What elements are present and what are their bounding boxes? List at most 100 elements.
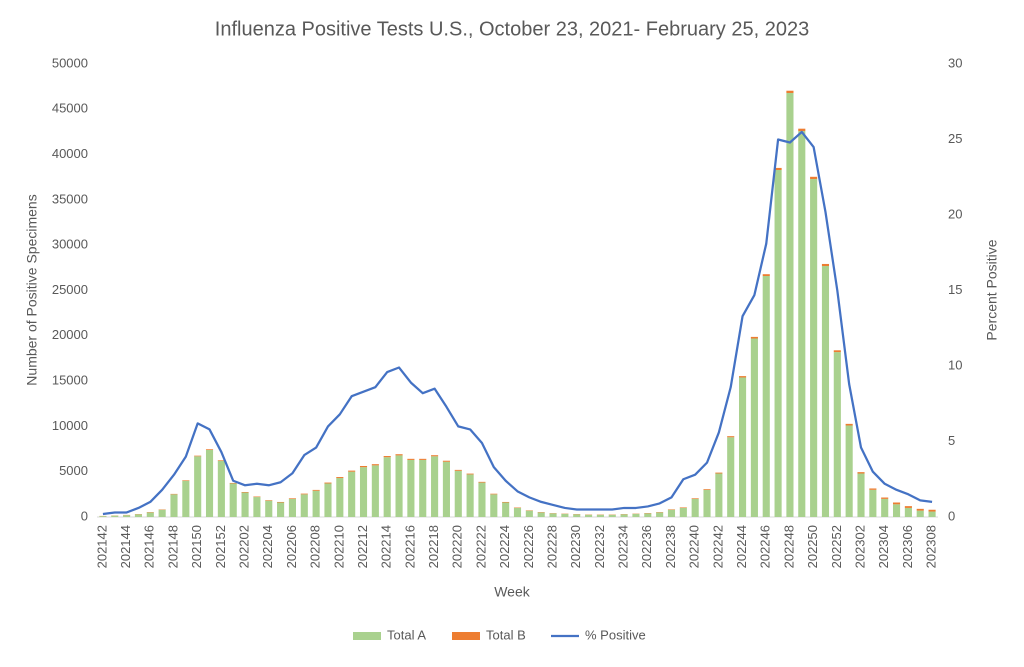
bar — [905, 508, 912, 517]
bar — [159, 510, 166, 517]
bar — [277, 503, 284, 517]
bar — [739, 376, 746, 377]
x-tick-label: 202232 — [592, 525, 607, 568]
bar — [419, 460, 426, 517]
y-tick-label: 15000 — [52, 373, 88, 388]
bar — [893, 504, 900, 517]
bar — [561, 514, 568, 517]
x-tick-label: 202242 — [710, 525, 725, 568]
bar — [644, 513, 651, 517]
x-tick-label: 202230 — [568, 525, 583, 568]
legend-label: Total B — [486, 627, 526, 642]
bar — [869, 488, 876, 489]
bar — [455, 470, 462, 471]
x-tick-label: 202152 — [213, 525, 228, 568]
bar — [242, 493, 249, 517]
bar — [846, 425, 853, 517]
bar — [265, 500, 272, 501]
bar — [881, 498, 888, 499]
bar — [869, 490, 876, 517]
bar — [810, 177, 817, 179]
bar — [277, 502, 284, 503]
bar — [253, 497, 260, 517]
bar — [407, 459, 414, 460]
x-tick-label: 202150 — [189, 525, 204, 568]
x-tick-label: 202252 — [829, 525, 844, 568]
y-axis-title: Number of Positive Specimens — [24, 194, 40, 385]
bar — [810, 179, 817, 517]
y2-tick-label: 15 — [948, 282, 962, 297]
bar — [206, 450, 213, 517]
bar — [775, 170, 782, 517]
bar — [763, 274, 770, 276]
y2-tick-label: 10 — [948, 357, 962, 372]
x-tick-label: 202212 — [355, 525, 370, 568]
legend-label: Total A — [387, 627, 426, 642]
x-tick-label: 202204 — [260, 525, 275, 568]
x-tick-label: 202148 — [165, 525, 180, 568]
bar — [253, 497, 260, 498]
x-tick-label: 202222 — [473, 525, 488, 568]
bar — [822, 264, 829, 266]
bar — [182, 481, 189, 517]
x-tick-label: 202226 — [521, 525, 536, 568]
bar — [881, 499, 888, 517]
bar — [502, 502, 509, 503]
y2-tick-label: 30 — [948, 55, 962, 70]
y-tick-label: 0 — [81, 508, 88, 523]
bar — [549, 513, 556, 517]
bar — [372, 465, 379, 517]
x-tick-label: 202218 — [426, 525, 441, 568]
x-axis-title: Week — [494, 584, 531, 600]
bar — [490, 494, 497, 495]
x-tick-label: 202220 — [450, 525, 465, 568]
bar — [206, 449, 213, 450]
x-tick-label: 202206 — [284, 525, 299, 568]
bar — [929, 510, 936, 512]
bar — [230, 483, 237, 517]
bar — [289, 498, 296, 499]
bar — [739, 377, 746, 517]
legend-label: % Positive — [585, 627, 646, 642]
x-tick-label: 202210 — [331, 525, 346, 568]
bar — [668, 510, 675, 517]
bar — [751, 339, 758, 517]
bar — [917, 509, 924, 511]
bar — [360, 467, 367, 517]
bar — [834, 352, 841, 517]
x-tick-label: 202306 — [900, 525, 915, 568]
x-tick-label: 202202 — [237, 525, 252, 568]
bar — [443, 461, 450, 462]
x-tick-label: 202142 — [94, 525, 109, 568]
y2-tick-label: 0 — [948, 508, 955, 523]
bar — [324, 483, 331, 484]
y2-tick-label: 20 — [948, 206, 962, 221]
bar — [632, 514, 639, 517]
bar — [265, 501, 272, 517]
bar — [384, 456, 391, 457]
bar — [680, 508, 687, 517]
x-tick-label: 202216 — [402, 525, 417, 568]
x-tick-label: 202214 — [379, 525, 394, 568]
bar — [893, 503, 900, 505]
bar — [703, 490, 710, 517]
x-tick-label: 202238 — [663, 525, 678, 568]
bar — [336, 478, 343, 517]
bar — [715, 474, 722, 517]
y-tick-label: 45000 — [52, 101, 88, 116]
bar — [395, 454, 402, 455]
y-tick-label: 40000 — [52, 146, 88, 161]
bar — [443, 462, 450, 517]
x-tick-label: 202228 — [544, 525, 559, 568]
bar — [313, 490, 320, 491]
bar — [834, 350, 841, 352]
bar — [727, 437, 734, 517]
bar — [692, 499, 699, 517]
x-tick-label: 202208 — [308, 525, 323, 568]
x-tick-label: 202308 — [924, 525, 939, 568]
bar — [715, 473, 722, 474]
bar — [324, 483, 331, 517]
bar — [348, 471, 355, 472]
bar — [182, 480, 189, 481]
bar — [384, 457, 391, 517]
